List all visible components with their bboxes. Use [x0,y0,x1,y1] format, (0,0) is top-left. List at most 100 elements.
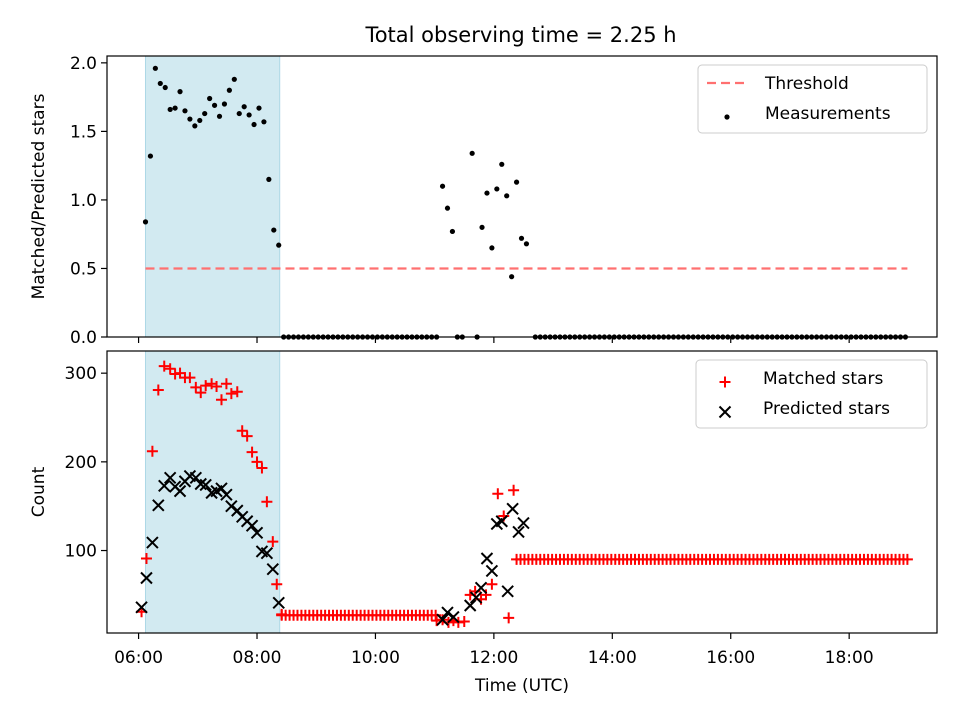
predicted-star-point [517,516,530,530]
predicted-star-point [146,536,159,549]
y-tick-label: 100 [65,542,97,562]
matched-star-point [211,380,223,392]
matched-star-point [267,536,279,548]
matched-star-point [158,360,170,372]
matched-star-point [200,380,212,392]
measurement-point [207,95,213,102]
observing-window-shade [144,55,281,338]
y-axis-label: Matched/Predicted stars [29,93,49,299]
measurement-point [484,190,490,196]
measurement-point [444,205,451,211]
predicted-star-point [474,581,488,594]
measurement-point [241,104,247,110]
matched-star-point [206,378,218,390]
x-tick-label: 16:00 [706,648,755,668]
y-tick-label: 1.5 [70,122,97,142]
matched-star-point [220,378,232,390]
measurement-point [256,105,262,111]
measurement-point [494,186,500,192]
x-tick-label: 18:00 [825,648,874,668]
predicted-star-point [447,610,460,624]
measurement-point [187,116,193,122]
measurement-point [167,106,173,113]
measurement-point [172,105,178,111]
legend-frame [697,64,928,134]
predicted-star-point [480,552,494,565]
measurement-point [221,101,228,107]
predicted-star-point [501,585,514,598]
matched-star-point [480,589,492,601]
matched-star-point [271,578,283,590]
matched-star-point [190,381,202,393]
predicted-star-point [225,499,238,513]
legend-label: Threshold [764,74,849,94]
series-matched-stars [136,360,913,628]
predicted-star-point [220,488,233,501]
measurement-point [192,123,198,129]
matched-star-point [152,384,164,396]
matched-star-point [225,388,237,400]
plot-frame [106,350,938,634]
predicted-star-point [140,571,153,585]
measurement-point [439,183,446,189]
predicted-star-point [173,484,187,498]
measurement-point [236,110,242,117]
matched-star-point [508,484,520,496]
matched-star-point [901,553,913,565]
predicted-star-point [512,525,525,539]
measurement-point [509,274,515,280]
x-tick-label: 10:00 [351,648,400,668]
measurement-point [271,227,277,233]
measurement-point [216,113,223,119]
legend-dot-swatch [724,114,730,120]
predicted-star-point [436,613,449,626]
legend-label: Matched stars [763,369,883,389]
measurement-point [251,121,257,128]
legend-plus-swatch [719,376,731,388]
x-axis-label: Time (UTC) [474,676,569,696]
legend: Threshold Measurements [697,64,928,134]
y-tick-label: 1.0 [70,191,97,211]
matched-star-point [184,372,196,384]
predicted-star-point [135,601,148,614]
x-tick-label: 14:00 [588,648,637,668]
matched-star-point [195,387,207,399]
measurement-point [157,80,163,87]
measurement-point [266,176,272,182]
measurement-point [479,224,485,230]
x-tick-label: 12:00 [469,648,518,668]
predicted-star-point [441,606,454,619]
measurement-point [147,153,154,159]
predicted-star-point [485,564,499,578]
y-axis-label: Count [29,466,49,517]
measurement-point [246,112,252,118]
y-tick-label: 2.0 [70,54,97,74]
matched-star-point [236,425,248,437]
legend-frame [695,359,928,429]
predicted-star-point [158,479,171,492]
predicted-star-point [152,499,165,512]
measurement-point [513,179,520,185]
matched-star-point [251,456,263,468]
measurement-point [182,108,188,114]
measurement-point [231,76,237,82]
measurement-point [489,245,495,251]
predicted-star-point [199,478,212,492]
measurement-point [177,89,183,95]
bottom-chart-panel: 06:00 08:00 10:00 12:00 14:00 16:00 18:00 100 20… [29,350,938,696]
legend-label: Predicted stars [763,399,890,419]
measurement-point [202,110,208,117]
y-tick-label: 0.0 [70,328,97,348]
matched-star-point [231,386,243,398]
matched-star-point [146,445,158,457]
predicted-star-point [506,502,519,516]
measurement-point [499,161,505,167]
y-tick-label: 300 [65,364,97,384]
matched-star-point [140,553,152,565]
measurement-point [211,102,218,108]
x-tick-label: 08:00 [233,648,282,668]
legend-x-swatch [718,405,732,419]
measurement-point [162,84,168,91]
predicted-star-point [272,596,285,610]
